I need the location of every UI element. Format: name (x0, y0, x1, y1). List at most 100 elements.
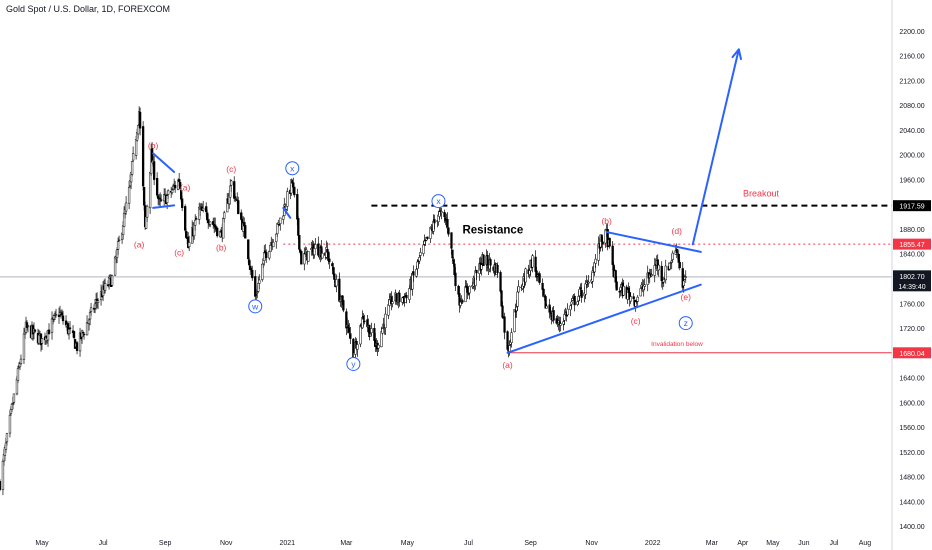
candle-body[interactable] (96, 300, 100, 303)
candle-body[interactable] (293, 186, 296, 196)
candle-body[interactable] (500, 290, 503, 307)
candle-body[interactable] (93, 303, 97, 309)
candle-body[interactable] (15, 378, 19, 395)
candle-body[interactable] (678, 262, 681, 268)
candle-body[interactable] (19, 358, 23, 364)
candle-body[interactable] (106, 284, 110, 286)
candle-body[interactable] (26, 325, 30, 327)
candle-body[interactable] (531, 255, 534, 268)
candle-body[interactable] (230, 180, 233, 186)
candle-body[interactable] (33, 329, 37, 332)
candle-body[interactable] (569, 305, 572, 311)
candle-body[interactable] (148, 171, 152, 209)
candle-body[interactable] (303, 253, 306, 265)
candle-body[interactable] (278, 223, 281, 226)
candle-body[interactable] (576, 301, 579, 305)
candle-body[interactable] (82, 333, 86, 336)
candle-body[interactable] (356, 344, 359, 350)
candle-body[interactable] (577, 296, 580, 301)
candle-body[interactable] (136, 125, 140, 135)
candle-body[interactable] (223, 212, 226, 219)
candle-body[interactable] (468, 285, 471, 294)
candle-body[interactable] (657, 264, 660, 271)
candle-body[interactable] (292, 182, 295, 188)
candle-body[interactable] (359, 325, 362, 345)
candle-body[interactable] (677, 253, 680, 263)
candle-body[interactable] (622, 286, 625, 296)
candle-body[interactable] (263, 251, 266, 261)
candle-body[interactable] (443, 211, 446, 218)
candle-body[interactable] (87, 319, 91, 325)
candle-body[interactable] (480, 264, 483, 270)
candle-body[interactable] (363, 320, 366, 323)
candle-body[interactable] (408, 288, 411, 300)
candle-body[interactable] (209, 221, 212, 225)
candle-body[interactable] (377, 344, 380, 349)
candle-body[interactable] (542, 288, 545, 296)
candle-body[interactable] (559, 323, 562, 326)
candle-body[interactable] (328, 258, 331, 263)
candle-body[interactable] (256, 291, 259, 294)
candle-body[interactable] (373, 328, 376, 341)
candle-body[interactable] (475, 270, 478, 274)
candle-body[interactable] (275, 233, 278, 242)
candle-body[interactable] (265, 251, 268, 258)
early-triangle-upper[interactable] (152, 152, 176, 173)
candle-body[interactable] (318, 256, 321, 258)
candle-body[interactable] (142, 187, 146, 206)
triangle-support[interactable] (506, 283, 702, 354)
candle-body[interactable] (248, 259, 251, 266)
candle-body[interactable] (566, 308, 569, 316)
candle-body[interactable] (454, 272, 457, 287)
candle-body[interactable] (52, 315, 56, 320)
candle-body[interactable] (37, 334, 41, 344)
candle-body[interactable] (499, 272, 502, 292)
candle-body[interactable] (444, 217, 447, 221)
triangle-resistance[interactable] (605, 231, 702, 253)
candle-body[interactable] (415, 269, 418, 277)
candle-body[interactable] (486, 255, 489, 266)
candle-body[interactable] (670, 260, 673, 263)
candle-body[interactable] (255, 294, 258, 296)
candle-body[interactable] (193, 223, 196, 237)
candle-body[interactable] (113, 256, 117, 276)
candle-body[interactable] (174, 184, 177, 189)
candle-body[interactable] (380, 331, 383, 348)
candle-body[interactable] (347, 324, 350, 329)
candle-body[interactable] (650, 274, 653, 277)
candle-body[interactable] (117, 239, 121, 242)
candle-body[interactable] (562, 321, 565, 325)
candle-body[interactable] (618, 291, 621, 293)
candle-body[interactable] (632, 296, 635, 300)
candle-body[interactable] (418, 257, 421, 262)
candle-body[interactable] (80, 330, 84, 338)
candle-body[interactable] (528, 270, 531, 275)
candle-body[interactable] (573, 295, 576, 306)
candle-body[interactable] (286, 191, 289, 207)
candle-body[interactable] (636, 296, 639, 302)
candle-body[interactable] (310, 248, 313, 250)
candle-body[interactable] (489, 259, 492, 266)
candle-body[interactable] (297, 217, 300, 236)
candle-body[interactable] (466, 286, 469, 293)
candle-body[interactable] (130, 161, 134, 175)
candle-body[interactable] (541, 282, 544, 290)
candle-body[interactable] (124, 202, 128, 212)
candle-body[interactable] (110, 275, 114, 286)
projection-arrow[interactable] (691, 48, 740, 246)
candle-body[interactable] (446, 218, 449, 227)
candle-body[interactable] (152, 161, 156, 180)
candle-body[interactable] (513, 309, 516, 332)
candle-body[interactable] (506, 331, 509, 350)
candle-body[interactable] (438, 211, 441, 217)
candle-body[interactable] (482, 254, 485, 267)
candle-body[interactable] (237, 200, 240, 215)
candle-body[interactable] (234, 196, 237, 199)
candle-body[interactable] (584, 283, 587, 295)
candle-body[interactable] (600, 234, 603, 242)
candle-body[interactable] (181, 198, 184, 208)
candle-body[interactable] (671, 252, 674, 260)
candle-body[interactable] (229, 185, 232, 198)
candle-body[interactable] (405, 295, 408, 299)
